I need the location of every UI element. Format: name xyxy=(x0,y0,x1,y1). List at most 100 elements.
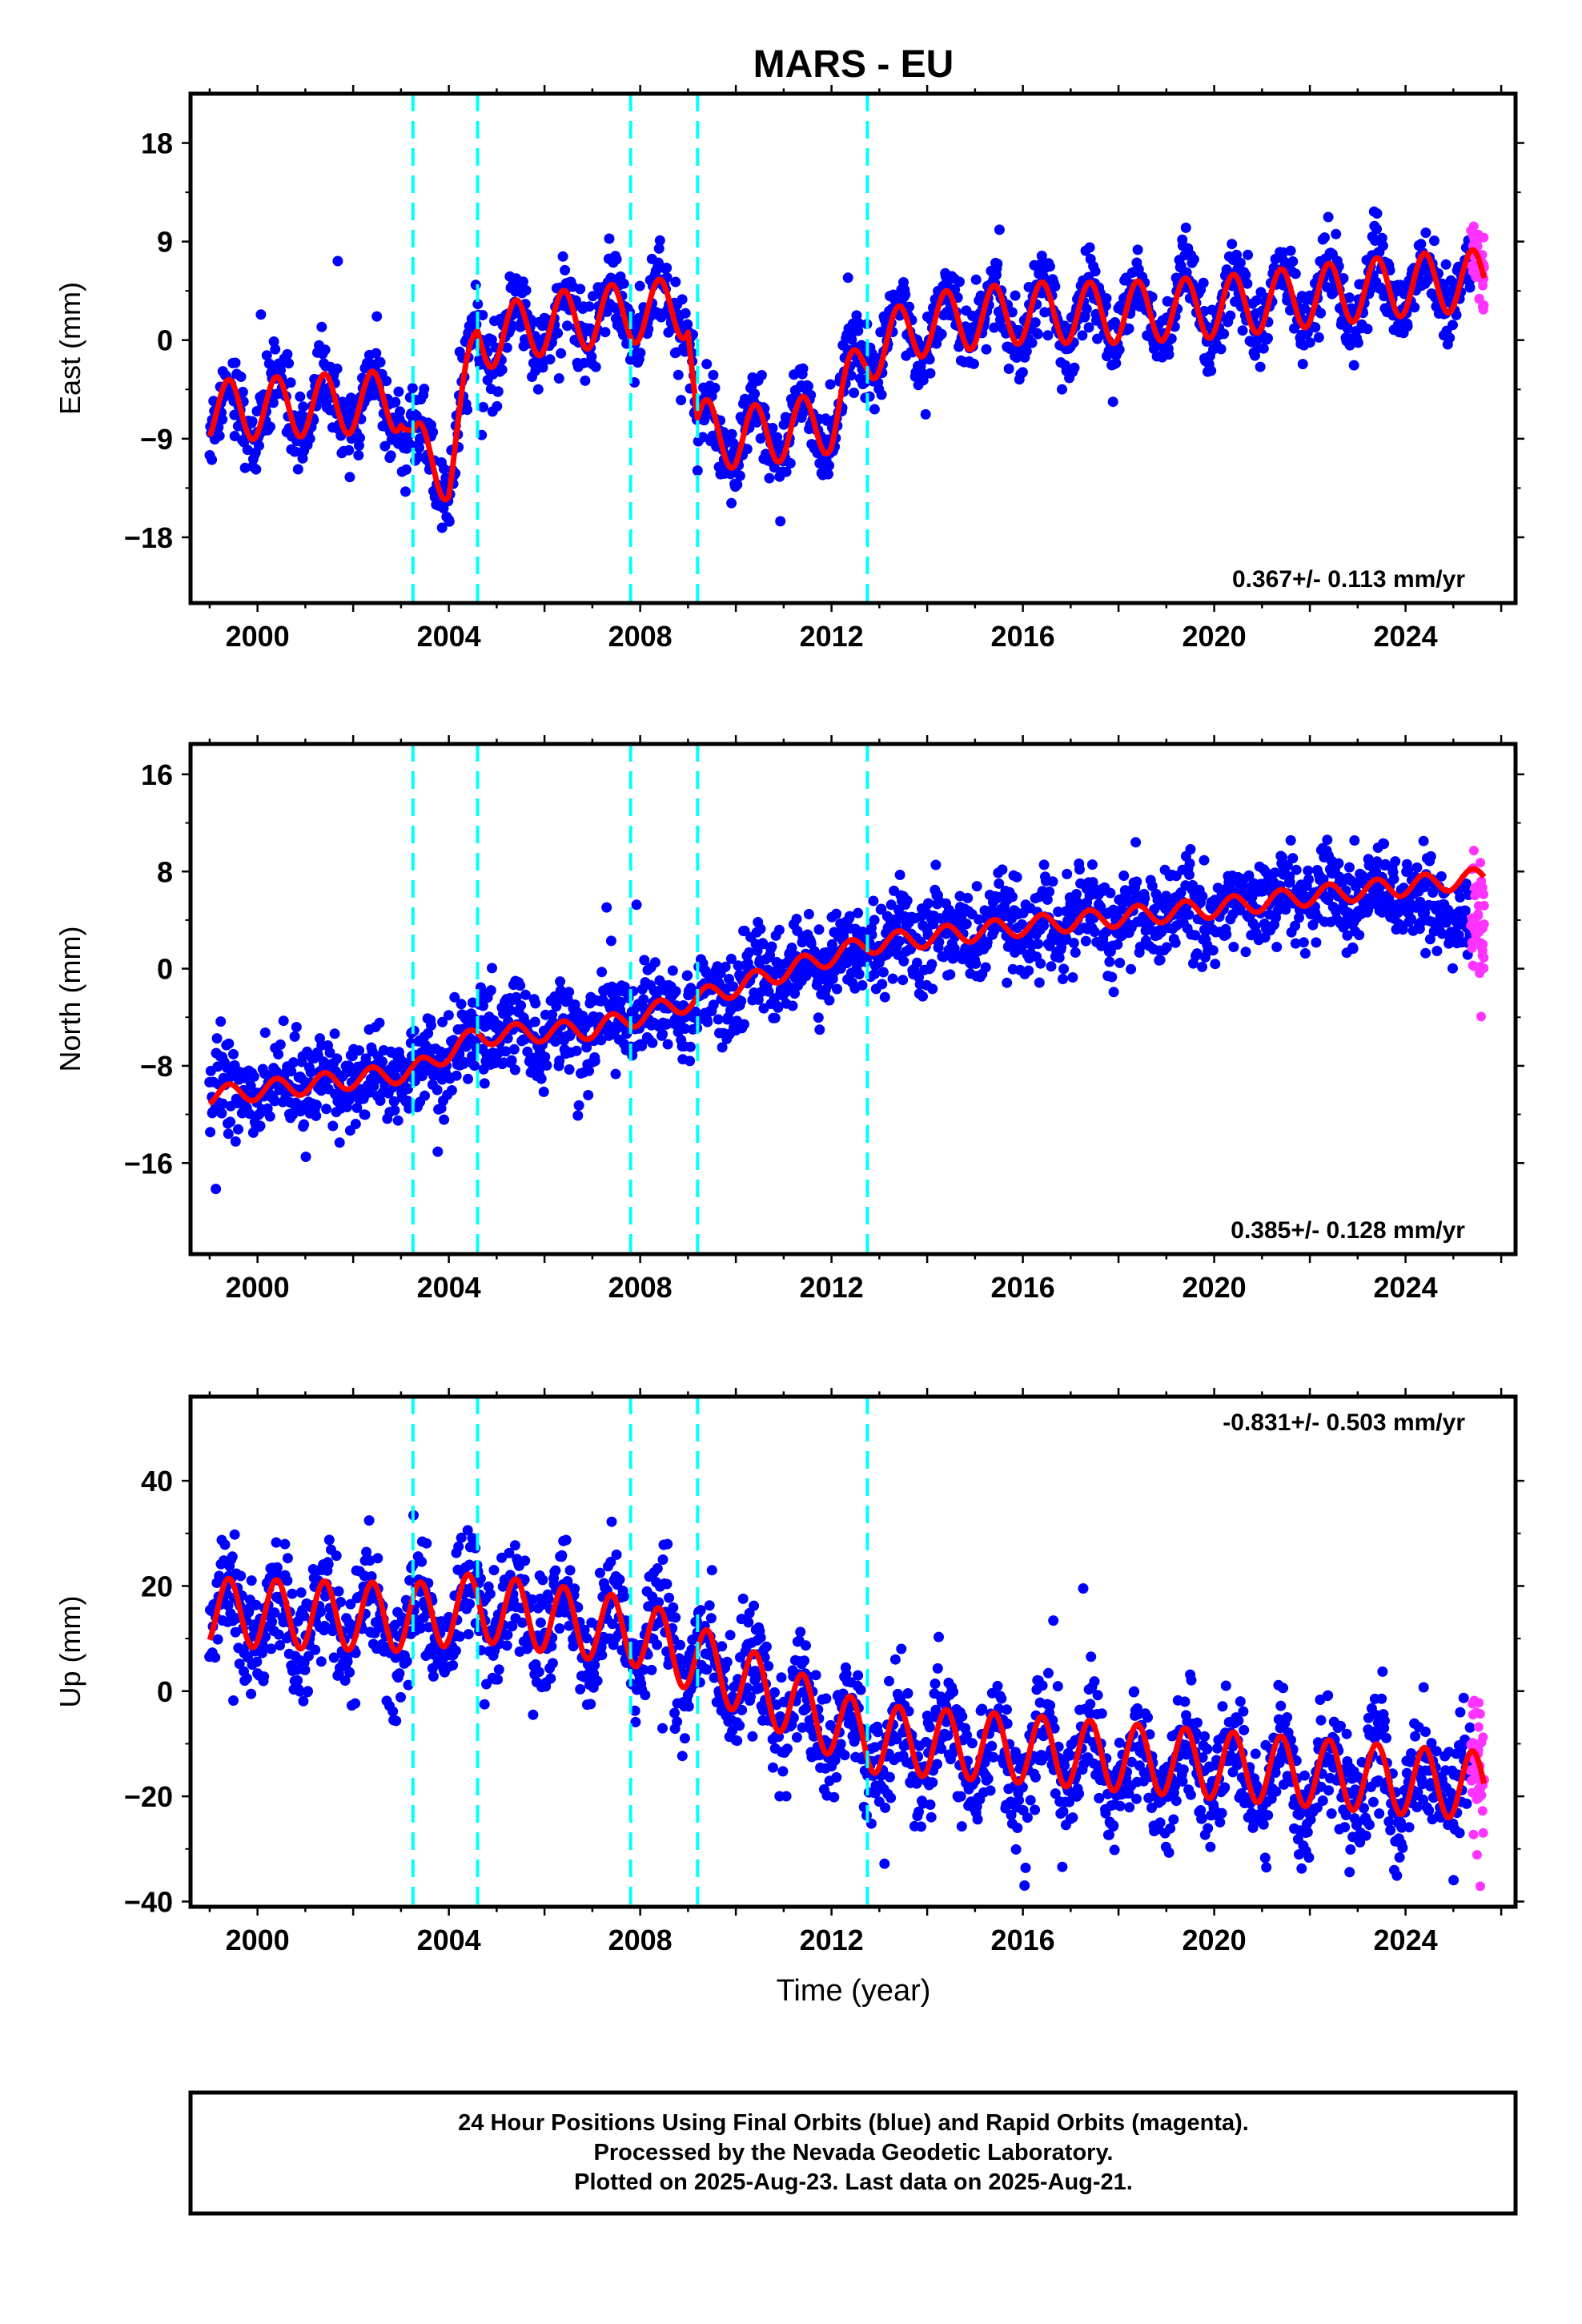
north-final-point xyxy=(636,1040,648,1051)
up-final-point xyxy=(279,1538,291,1550)
east-x-tick-label: 2000 xyxy=(226,620,290,653)
east-final-point xyxy=(390,396,401,408)
east-final-point xyxy=(989,322,1000,333)
north-final-point xyxy=(786,943,797,953)
north-final-point xyxy=(639,955,650,966)
east-final-point xyxy=(654,235,665,246)
up-final-point xyxy=(520,1555,531,1566)
north-final-point xyxy=(901,895,913,907)
north-final-point xyxy=(264,1111,275,1122)
north-final-point xyxy=(739,1019,749,1030)
east-final-point xyxy=(981,344,992,355)
east-final-point xyxy=(756,370,767,380)
up-final-point xyxy=(672,1716,683,1727)
up-final-point xyxy=(333,1586,344,1597)
east-final-point xyxy=(230,357,241,368)
north-final-point xyxy=(275,1039,286,1050)
north-x-tick-label: 2016 xyxy=(991,1271,1055,1304)
up-final-point xyxy=(545,1673,556,1684)
up-final-point xyxy=(554,1623,565,1634)
up-final-point xyxy=(287,1588,298,1599)
north-final-point xyxy=(402,1096,413,1107)
east-final-point xyxy=(1331,228,1342,239)
east-final-point xyxy=(217,414,228,425)
up-final-point xyxy=(594,1567,605,1578)
north-final-point xyxy=(1197,961,1207,972)
north-final-point xyxy=(446,1085,457,1096)
north-final-point xyxy=(877,979,888,990)
east-final-point xyxy=(1057,384,1067,395)
east-final-point xyxy=(237,387,248,397)
north-final-point xyxy=(1058,963,1070,975)
north-final-point xyxy=(1139,893,1150,904)
north-final-point xyxy=(255,1120,266,1132)
north-final-point xyxy=(682,970,693,981)
east-final-point xyxy=(414,442,425,453)
up-final-point xyxy=(528,1709,539,1720)
east-final-point xyxy=(924,354,935,365)
up-final-point xyxy=(416,1556,428,1567)
up-final-point xyxy=(799,1655,810,1667)
up-final-point xyxy=(396,1691,406,1703)
north-final-point xyxy=(1420,947,1431,959)
north-final-point xyxy=(1199,854,1210,866)
east-final-point xyxy=(1451,309,1462,320)
north-x-tick-label: 2008 xyxy=(608,1271,673,1304)
up-final-point xyxy=(219,1539,231,1550)
up-final-point xyxy=(310,1644,321,1655)
up-final-point xyxy=(246,1688,257,1699)
east-final-point xyxy=(635,348,646,359)
east-final-point xyxy=(936,328,947,340)
east-final-point xyxy=(661,263,673,273)
north-final-point xyxy=(824,995,835,1006)
up-final-point xyxy=(428,1671,439,1682)
up-final-point xyxy=(652,1639,663,1651)
north-final-point xyxy=(728,981,739,992)
east-final-point xyxy=(439,464,449,474)
north-final-point xyxy=(1011,871,1022,883)
north-final-point xyxy=(1170,937,1181,948)
east-final-point xyxy=(1395,279,1406,291)
up-final-point xyxy=(299,1664,311,1675)
east-final-point xyxy=(728,437,739,448)
north-final-point xyxy=(757,939,769,950)
east-final-point xyxy=(1003,364,1014,374)
north-final-point xyxy=(1035,958,1046,969)
north-final-point xyxy=(1054,952,1065,963)
north-final-point xyxy=(685,1055,696,1067)
north-final-point xyxy=(1016,919,1027,930)
north-final-point xyxy=(351,1102,363,1113)
east-final-point xyxy=(1420,227,1431,239)
north-final-point xyxy=(437,1016,448,1027)
north-final-point xyxy=(912,957,922,968)
east-final-point xyxy=(1050,281,1061,292)
north-final-point xyxy=(1101,927,1112,937)
north-final-point xyxy=(244,1108,255,1120)
up-final-point xyxy=(618,1591,629,1602)
north-final-point xyxy=(1197,891,1208,902)
north-final-point xyxy=(970,958,982,969)
east-final-point xyxy=(680,308,691,319)
east-final-point xyxy=(1026,337,1038,348)
north-final-point xyxy=(680,1023,691,1034)
east-final-point xyxy=(1376,232,1387,243)
east-final-point xyxy=(1377,240,1388,251)
east-final-point xyxy=(1090,266,1101,277)
north-final-point xyxy=(1185,844,1196,854)
east-final-point xyxy=(1021,346,1032,357)
north-final-point xyxy=(638,994,649,1005)
north-rapid-point xyxy=(1476,858,1486,868)
east-final-point xyxy=(575,283,586,295)
east-final-point xyxy=(251,464,262,475)
up-final-point xyxy=(585,1699,596,1710)
east-final-point xyxy=(1338,273,1349,283)
north-final-point xyxy=(571,1045,582,1056)
east-final-point xyxy=(1083,322,1094,333)
north-final-point xyxy=(551,1001,562,1012)
east-final-point xyxy=(332,255,343,267)
north-final-point xyxy=(321,1104,332,1115)
north-final-point xyxy=(894,870,905,880)
north-final-point xyxy=(1062,868,1073,879)
east-final-point xyxy=(1110,358,1122,369)
